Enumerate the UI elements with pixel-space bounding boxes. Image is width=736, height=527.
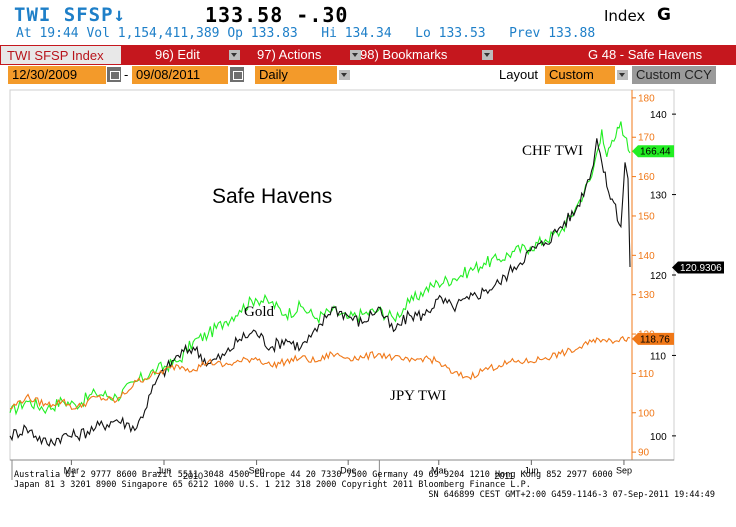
start-date-field[interactable]: 12/30/2009 [8, 66, 106, 84]
function-code: G [657, 5, 671, 25]
bookmarks-dropdown-icon[interactable] [482, 50, 493, 60]
start-calendar-icon[interactable] [107, 67, 121, 82]
series-line-chf-twi [9, 121, 631, 416]
edit-menu-label: 96) Edit [155, 47, 200, 62]
right-axis-tick-label: 100 [650, 432, 667, 443]
graph-title-label: G 48 - Safe Havens [588, 47, 703, 62]
series-line-gold [9, 138, 631, 447]
quote-header: TWI SFSP↓ 133.58 -.30 Index G At 19:44 V… [0, 0, 736, 44]
bookmarks-menu[interactable]: 98) Bookmarks [360, 45, 447, 65]
market-sector-label: Index [604, 7, 646, 25]
left-axis-tick-label: 140 [638, 251, 655, 262]
x-axis-tick-label: Dec [340, 465, 357, 475]
actions-dropdown-icon[interactable] [350, 50, 361, 60]
layout-value: Custom [549, 67, 594, 82]
toolbar: TWI SFSP Index 96) Edit 97) Actions 98) … [0, 45, 736, 65]
right-axis-tick-label: 130 [650, 191, 667, 202]
chf-last-value: 166.44 [640, 147, 671, 158]
jpy-twi-label: JPY TWI [390, 388, 446, 404]
end-calendar-icon[interactable] [230, 67, 244, 82]
date-separator: - [124, 67, 129, 82]
layout-label: Layout [499, 67, 539, 82]
gold-last-value-tag [672, 261, 724, 274]
jpy-last-value-tag [632, 332, 674, 345]
x-axis-year-label: 2010 [183, 471, 203, 481]
period-dropdown-icon[interactable] [339, 70, 350, 80]
series-line-jpy-twi [9, 335, 631, 411]
security-label: TWI SFSP Index [7, 48, 104, 63]
left-axis-tick-label: 170 [638, 133, 655, 144]
end-date-value: 09/08/2011 [136, 67, 201, 82]
custom-ccy-label: Custom CCY [636, 67, 712, 82]
chf-last-value-tag [632, 145, 674, 158]
x-axis-tick-label: Mar [431, 465, 447, 475]
edit-menu[interactable]: 96) Edit [155, 45, 200, 65]
actions-menu[interactable]: 97) Actions [257, 45, 321, 65]
custom-ccy-button[interactable]: Custom CCY [632, 66, 716, 84]
right-axis-tick-label: 120 [650, 271, 667, 282]
left-axis-tick-label: 180 [638, 93, 655, 104]
period-select[interactable]: Daily [255, 66, 337, 84]
layout-dropdown-icon[interactable] [617, 70, 628, 80]
last-price: 133.58 -.30 [205, 3, 349, 27]
x-axis-tick-label: Jun [157, 465, 172, 475]
layout-select[interactable]: Custom [545, 66, 615, 84]
left-axis-tick-label: 90 [638, 448, 650, 459]
settings-bar: 12/30/2009 - 09/08/2011 Daily Layout Cus… [0, 66, 736, 85]
actions-menu-label: 97) Actions [257, 47, 322, 62]
chart-title: Safe Havens [212, 185, 332, 208]
x-axis-year-label: 2011 [494, 471, 513, 481]
end-date-field[interactable]: 09/08/2011 [132, 66, 228, 84]
x-axis-tick-label: Jun [524, 465, 539, 475]
left-axis-tick-label: 130 [638, 290, 655, 301]
quote-details: At 19:44 Vol 1,154,411,389 Op 133.83 Hi … [16, 26, 596, 41]
gold-last-value: 120.9306 [680, 263, 722, 274]
chart: 90100110120130140150160170180 1001101201… [9, 89, 724, 500]
footer-timestamp: SN 646899 CEST GMT+2:00 G459-1146-3 07-S… [428, 490, 715, 500]
left-axis-tick-label: 150 [638, 211, 655, 222]
bookmarks-menu-label: 98) Bookmarks [360, 47, 448, 62]
right-axis-tick-label: 140 [650, 110, 667, 121]
x-axis-tick-label: Sep [249, 465, 265, 475]
start-date-value: 12/30/2009 [12, 67, 78, 82]
right-axis-tick-label: 110 [650, 351, 666, 362]
x-axis-tick-label: Sep [616, 465, 632, 475]
left-axis-tick-label: 110 [638, 369, 654, 380]
jpy-last-value: 118.76 [640, 334, 670, 345]
footer-contacts-1: Australia 61 2 9777 8600 Brazil 5511 304… [14, 470, 613, 480]
chf-twi-label: CHF TWI [522, 143, 583, 159]
security-field[interactable]: TWI SFSP Index [0, 45, 122, 65]
edit-dropdown-icon[interactable] [229, 50, 240, 60]
footer-contacts-2: Japan 81 3 3201 8900 Singapore 65 6212 1… [14, 480, 531, 490]
gold-label: Gold [244, 304, 275, 320]
left-axis-tick-label: 160 [638, 172, 655, 183]
ticker-symbol: TWI SFSP↓ [14, 4, 126, 26]
left-axis-tick-label: 100 [638, 408, 655, 419]
period-value: Daily [259, 67, 288, 82]
graph-title: G 48 - Safe Havens [588, 45, 702, 65]
x-axis-tick-label: Mar [64, 465, 80, 475]
